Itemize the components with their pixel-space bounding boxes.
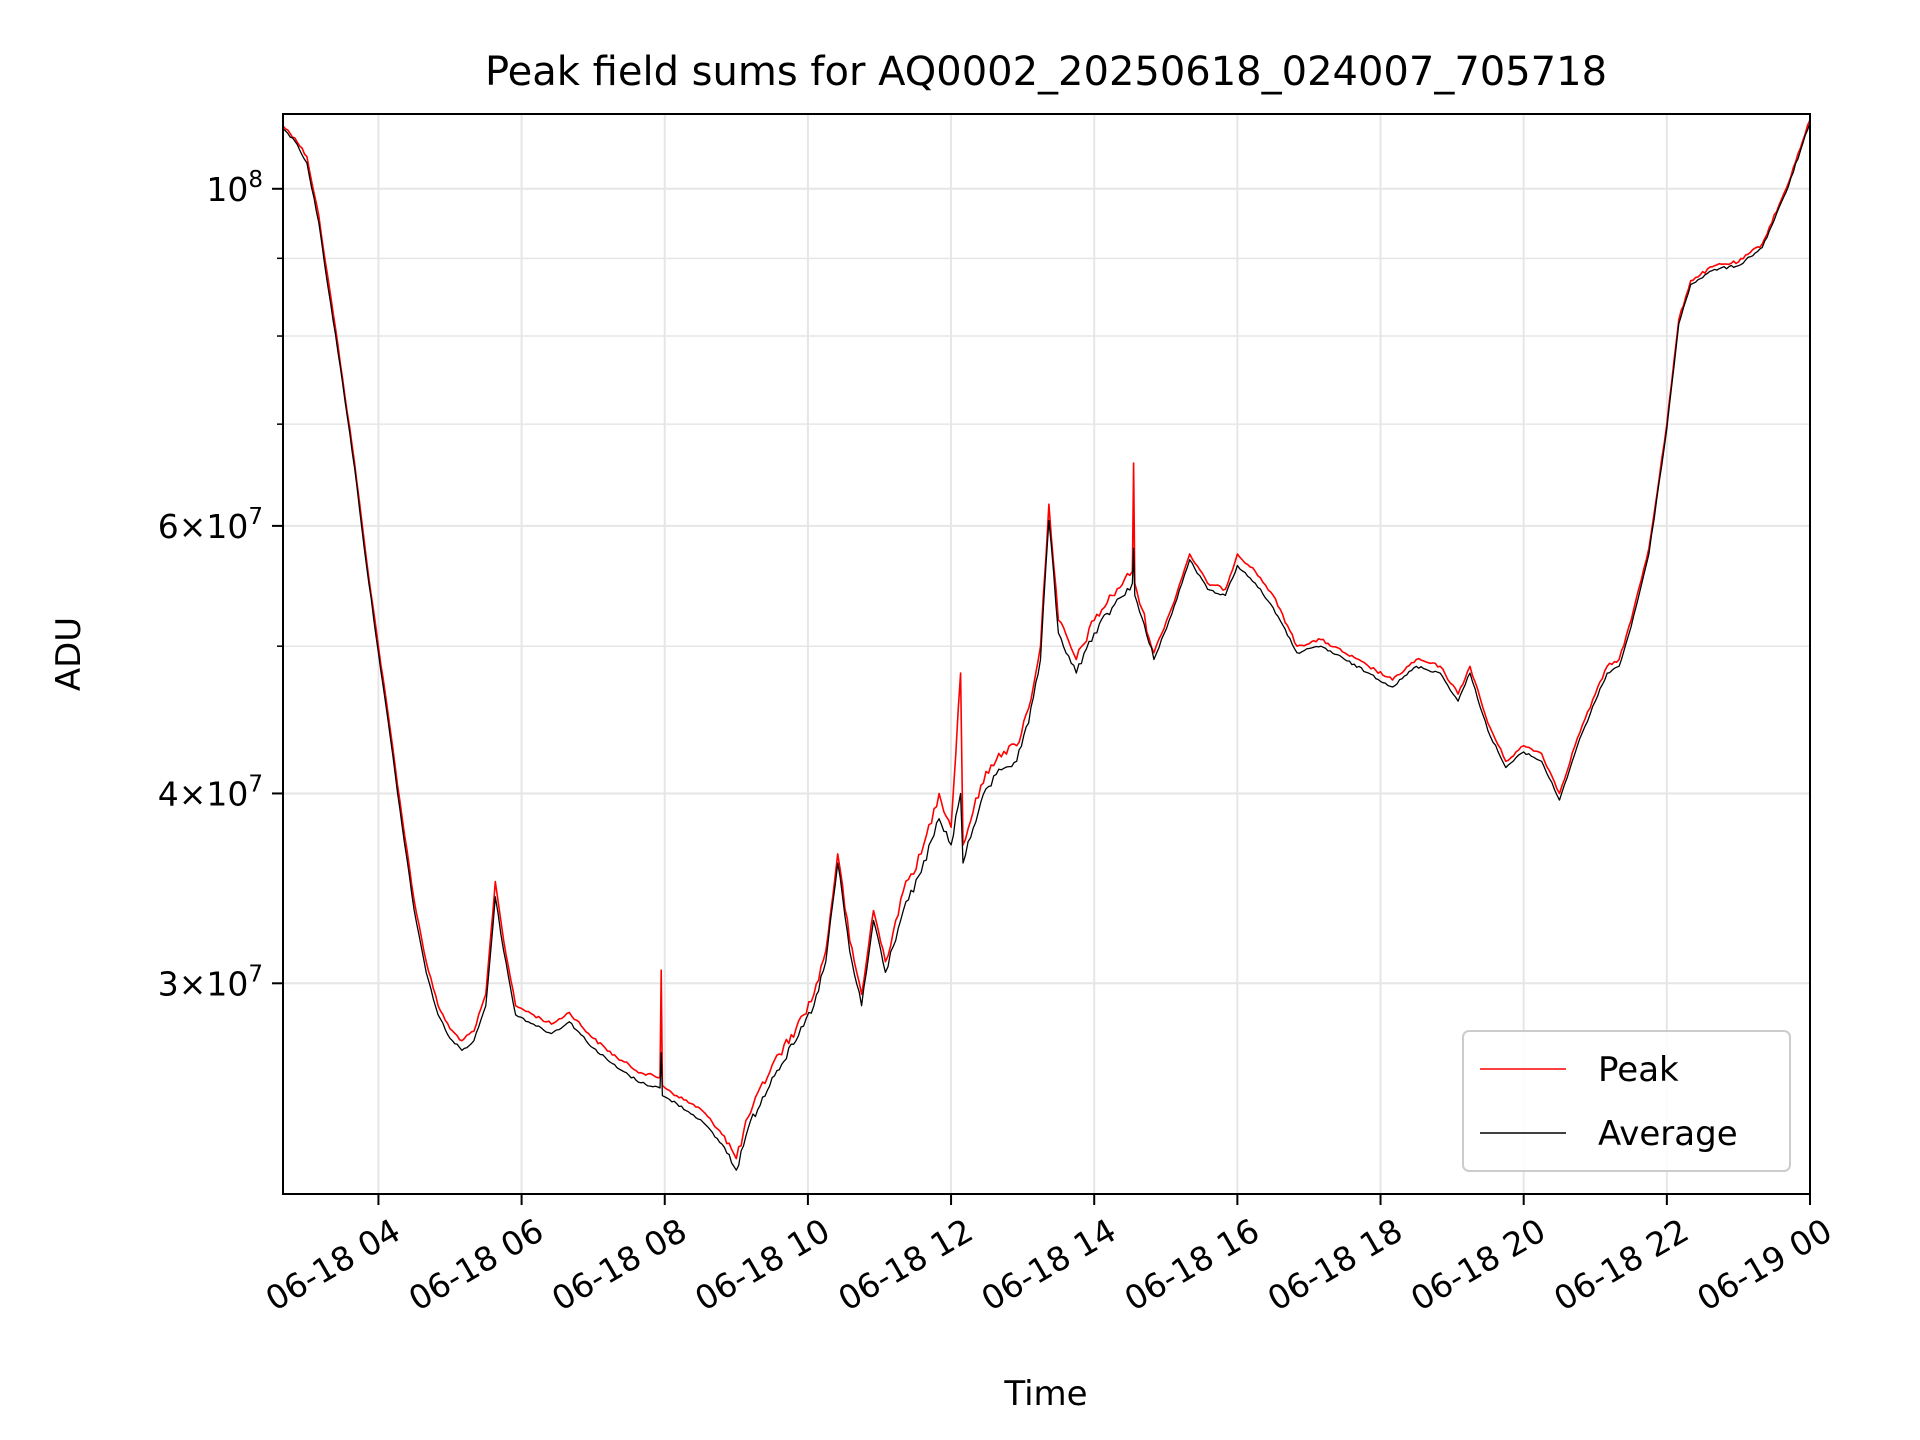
x-axis-label: Time <box>1003 1374 1087 1414</box>
legend-label-average: Average <box>1598 1114 1738 1154</box>
plot-lines <box>282 119 1811 1171</box>
plot-frame <box>282 113 1811 1195</box>
chart-title: Peak field sums for AQ0002_20250618_0240… <box>485 49 1607 95</box>
y-tick-label: 4×107 <box>158 771 263 813</box>
legend-box <box>1462 1030 1791 1172</box>
y-axis-label: ADU <box>49 617 89 691</box>
y-tick-label: 6×107 <box>158 504 263 546</box>
series-line-average <box>282 122 1811 1171</box>
series-line-peak <box>282 119 1811 1160</box>
legend-label-peak: Peak <box>1598 1050 1679 1090</box>
y-tick-label: 3×107 <box>158 961 263 1003</box>
legend: Peak Average <box>1462 1030 1791 1172</box>
